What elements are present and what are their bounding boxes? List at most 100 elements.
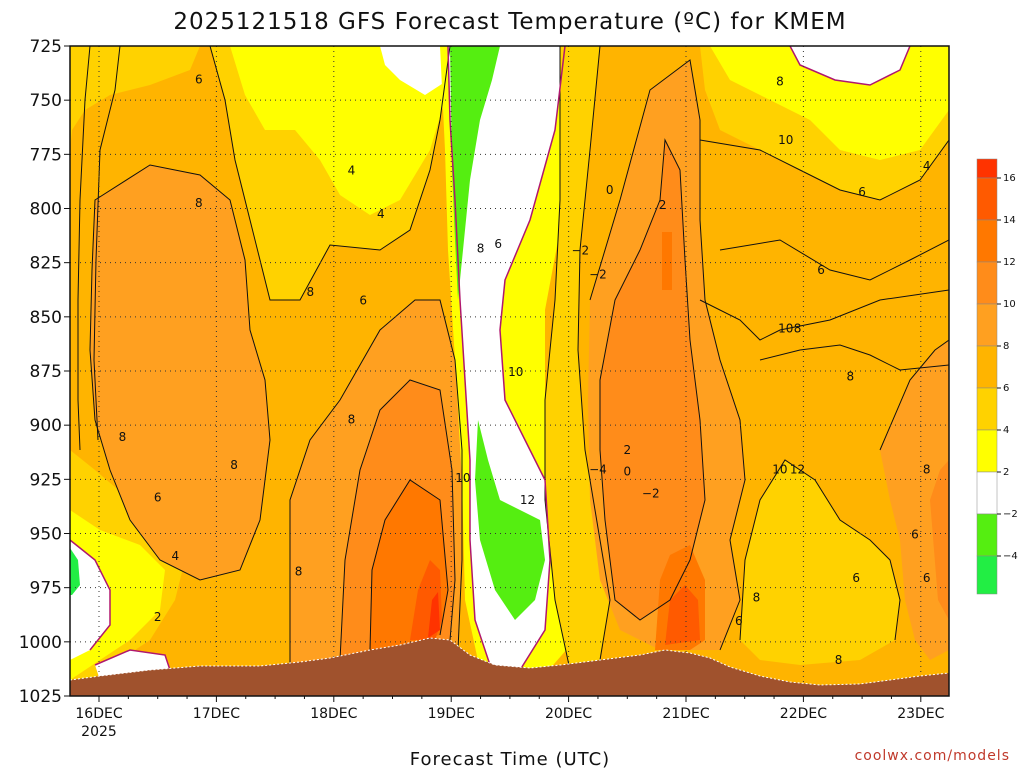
x-tick-label: 21DEC <box>662 706 709 722</box>
colorbar-tick-label: 10 <box>1003 299 1016 310</box>
field-neg2-lower <box>475 420 545 620</box>
contour-label-bg <box>998 269 1007 282</box>
y-tick-label: 875 <box>30 362 62 382</box>
contour-label-bg <box>969 674 978 687</box>
contour-label: 10 <box>778 322 793 336</box>
colorbar-swatch <box>976 513 998 557</box>
contour-label-bg <box>1016 111 1024 124</box>
contour-label: 8 <box>230 458 238 472</box>
contour-label: 8 <box>847 369 855 383</box>
x-tick-label: 23DEC <box>897 706 944 722</box>
colorbar-swatch <box>976 387 998 431</box>
field-0-2-coldband <box>448 46 565 670</box>
colorbar-swatch <box>976 471 998 515</box>
field-4-6-topleft <box>70 46 200 150</box>
field-neg2-coldband <box>450 46 500 300</box>
y-tick-label: 825 <box>30 254 62 274</box>
contour-label: 10 <box>455 471 470 485</box>
colorbar-tick-label: 14 <box>1003 215 1016 226</box>
contour-label: 2 <box>958 109 966 123</box>
colorbar-tick-label: 4 <box>1003 425 1009 436</box>
contour-label: 6 <box>923 571 931 585</box>
y-tick-label: 925 <box>30 470 62 490</box>
colorbar-swatch <box>976 555 998 595</box>
contour-label: 0 <box>623 465 631 479</box>
colorbar-swatch <box>976 345 998 389</box>
contour-label: 8 <box>306 285 314 299</box>
y-axis: 725 750 775 800 825 850 875 900 925 950 975 1000 102… <box>19 37 70 707</box>
contour-label: 12 <box>520 493 535 507</box>
x-tick-label: 22DEC <box>780 706 827 722</box>
contour-label: 12 <box>790 463 805 477</box>
contour-label: 10 <box>508 365 523 379</box>
terrain-surface <box>70 637 949 696</box>
contour-label: 10 <box>778 133 793 147</box>
colorbar-tick-label: 12 <box>1003 257 1016 268</box>
field-14-16-21dec <box>665 585 700 645</box>
contour-label: 4 <box>377 207 385 221</box>
contour-label: 8 <box>923 463 931 477</box>
contour-label: −2 <box>589 268 607 282</box>
contour-label: 8 <box>970 675 978 689</box>
contour-label: −2 <box>571 244 589 258</box>
colorbar-swatch <box>976 158 998 179</box>
x-axis-label: Forecast Time (UTC) <box>410 749 610 768</box>
contour-label: 6 <box>999 270 1007 284</box>
contour-label: 6 <box>852 571 860 585</box>
x-tick-sublabel: 2025 <box>81 724 117 740</box>
contour-label: 6 <box>735 614 743 628</box>
field-10-12-right <box>930 460 949 620</box>
contour-label: 2 <box>154 610 162 624</box>
field-12-14-bar <box>662 232 672 290</box>
y-tick-label: 975 <box>30 579 62 599</box>
contour-label: 8 <box>970 322 978 336</box>
x-tick-label: 18DEC <box>310 706 357 722</box>
contour-label: 8 <box>295 564 303 578</box>
y-tick-label: 900 <box>30 416 62 436</box>
contour-label: 6 <box>154 491 162 505</box>
grid-lines <box>70 46 949 696</box>
contour-label: 6 <box>195 73 203 87</box>
contour-label: 4 <box>923 159 931 173</box>
contour-label: 6 <box>494 237 502 251</box>
contour-label: 2 <box>659 198 667 212</box>
colorbar-tick-label: 6 <box>1003 383 1009 394</box>
colorbar-swatch <box>976 303 998 347</box>
field-gt16-center <box>428 592 440 638</box>
colorbar-tick-label: 16 <box>1003 173 1016 184</box>
field-8-10-left <box>90 165 270 580</box>
y-tick-label: 725 <box>30 37 62 57</box>
contour-label: 4 <box>171 549 179 563</box>
y-tick-label: 775 <box>30 145 62 165</box>
plot-area: 688864244868886101012−2−202−420−20688101… <box>70 46 1024 696</box>
credit-link[interactable]: coolwx.com/models <box>855 748 1010 764</box>
field-10-12-21dec <box>600 140 705 620</box>
x-tick-label: 20DEC <box>545 706 592 722</box>
contour-lines <box>77 46 949 680</box>
y-tick-label: 800 <box>30 200 62 220</box>
contour-labels: 688864244868886101012−2−202−420−20688101… <box>119 73 1024 689</box>
y-tick-label: 950 <box>30 525 62 545</box>
contour-label: 8 <box>835 653 843 667</box>
x-axis: 16DEC 2025 17DEC 18DEC 19DEC 20DEC 21DEC 22DEC 2… <box>75 696 945 740</box>
colorbar: 16 14 12 10 8 6 4 2 −2 −4 <box>976 158 1018 595</box>
contour-label: 8 <box>348 413 356 427</box>
contour-label-bg <box>1013 446 1024 459</box>
contour-label: 6 <box>359 294 367 308</box>
y-tick-label: 750 <box>30 91 62 111</box>
contour-label: 6 <box>911 528 919 542</box>
field-4-6-lowright <box>740 460 900 665</box>
contour-label: 6 <box>817 263 825 277</box>
colorbar-swatch <box>976 219 998 263</box>
colorbar-swatch <box>976 261 998 305</box>
freezing-contours <box>70 46 911 671</box>
contour-label: 8 <box>477 242 485 256</box>
contour-label: 8 <box>119 430 127 444</box>
x-tick-label: 16DEC <box>75 706 122 722</box>
contour-label: 8 <box>753 590 761 604</box>
y-tick-label: 1000 <box>19 633 62 653</box>
colorbar-swatch <box>976 429 998 473</box>
contour-label: 8 <box>794 322 802 336</box>
contour-label-bg <box>957 108 966 121</box>
field-0-2-top <box>380 46 450 95</box>
